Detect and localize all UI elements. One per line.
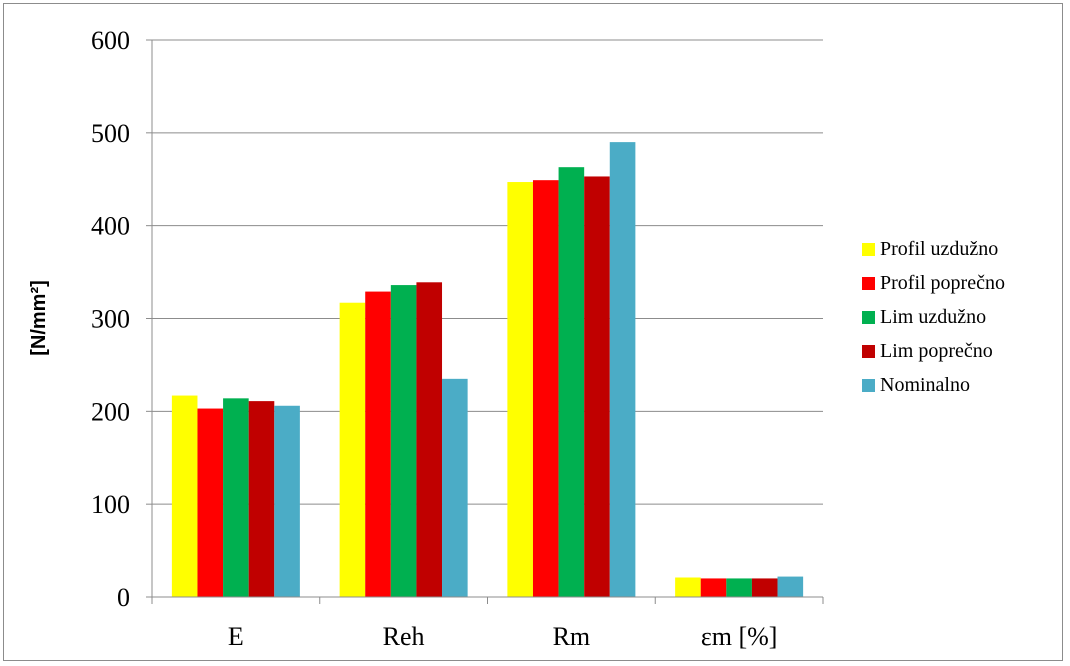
- y-tick-label: 300: [91, 305, 130, 334]
- bar: [197, 408, 224, 597]
- bar: [223, 398, 249, 597]
- x-category-label: εm [%]: [701, 622, 778, 651]
- axes: [146, 39, 824, 604]
- bar: [777, 576, 804, 597]
- legend-item: Lim uzdužno: [862, 300, 1062, 334]
- legend-swatch: [862, 310, 875, 324]
- legend-label: Lim uzdužno: [880, 305, 987, 328]
- legend-item: Lim poprečno: [862, 334, 1062, 368]
- legend-swatch: [862, 276, 875, 290]
- x-category-label: Rm: [553, 622, 591, 651]
- x-category-label: E: [228, 622, 244, 651]
- bar: [584, 176, 610, 597]
- y-tick-label: 100: [91, 490, 130, 519]
- legend-label: Lim poprečno: [880, 339, 993, 362]
- bar: [700, 578, 727, 597]
- bars: [171, 142, 804, 597]
- bar: [442, 378, 468, 597]
- bar: [726, 578, 752, 597]
- x-category-labels: E Reh Rm εm [%]: [228, 622, 778, 651]
- bar: [248, 401, 275, 597]
- bar: [751, 578, 778, 597]
- bar: [416, 282, 443, 597]
- bar: [558, 167, 585, 597]
- bar: [339, 302, 366, 597]
- x-category-label: Reh: [383, 622, 425, 651]
- bar: [171, 395, 198, 597]
- legend-swatch: [862, 378, 875, 392]
- y-axis-label: [N/mm²]: [28, 280, 50, 356]
- legend: Profil uzdužno Profil poprečno Lim uzdužno…: [862, 232, 1062, 402]
- legend-item: Nominalno: [862, 368, 1062, 402]
- y-tick-label: 0: [117, 583, 130, 612]
- y-tick-label: 200: [91, 397, 130, 426]
- legend-swatch: [862, 242, 875, 256]
- bar: [390, 285, 417, 597]
- y-tick-labels: 0 100 200 300 400 500 600: [91, 26, 130, 612]
- y-tick-label: 500: [91, 119, 130, 148]
- bar: [365, 291, 391, 597]
- legend-item: Profil poprečno: [862, 266, 1062, 300]
- y-tick-label: 600: [91, 26, 130, 55]
- legend-label: Profil uzdužno: [880, 237, 999, 260]
- bar: [609, 142, 636, 597]
- bar: [532, 180, 559, 597]
- legend-item: Profil uzdužno: [862, 232, 1062, 266]
- legend-label: Profil poprečno: [880, 271, 1005, 294]
- y-tick-label: 400: [91, 212, 130, 241]
- bar: [675, 577, 701, 597]
- bar: [274, 405, 300, 597]
- legend-label: Nominalno: [880, 373, 970, 396]
- legend-swatch: [862, 344, 875, 358]
- bar: [507, 182, 533, 597]
